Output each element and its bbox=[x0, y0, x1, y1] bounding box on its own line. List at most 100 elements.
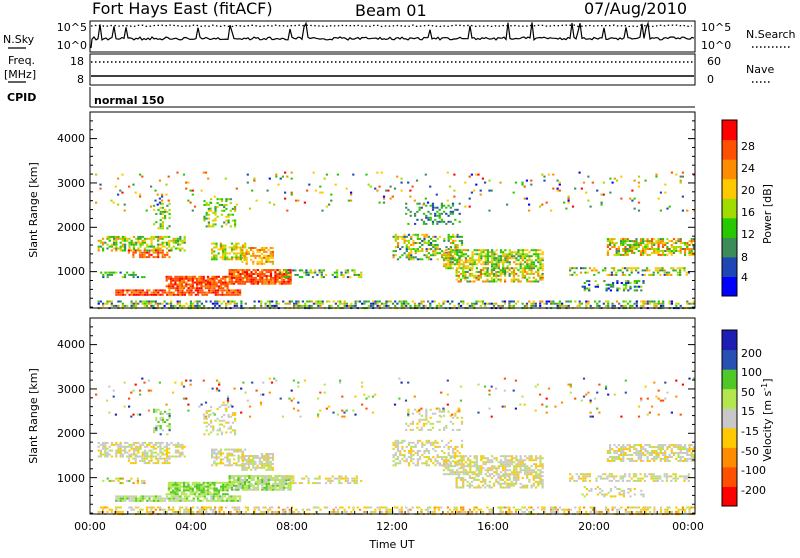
velocity-cell bbox=[625, 511, 627, 513]
velocity-cell bbox=[218, 493, 220, 495]
power-cell bbox=[637, 267, 639, 269]
power-cell bbox=[513, 255, 515, 257]
power-cell bbox=[511, 271, 513, 273]
velocity-cell bbox=[226, 464, 228, 466]
power-cell bbox=[228, 220, 230, 222]
velocity-cell bbox=[117, 507, 119, 509]
power-cell bbox=[218, 280, 220, 282]
velocity-cell bbox=[502, 511, 504, 513]
power-cell bbox=[124, 305, 126, 307]
velocity-cell bbox=[117, 448, 119, 450]
power-cell bbox=[224, 282, 226, 284]
power-cell bbox=[550, 210, 552, 212]
velocity-cell bbox=[227, 486, 229, 488]
power-cell bbox=[169, 203, 171, 205]
power-cell bbox=[261, 261, 263, 263]
power-cell bbox=[215, 294, 217, 296]
velocity-cell bbox=[502, 507, 504, 509]
velocity-cell bbox=[438, 509, 440, 511]
power-cell bbox=[686, 244, 688, 246]
power-cell bbox=[670, 274, 672, 276]
power-cell bbox=[213, 292, 215, 294]
velocity-cell bbox=[215, 449, 217, 451]
velocity-cell bbox=[285, 487, 287, 489]
velocity-cell bbox=[570, 509, 572, 511]
power-cell bbox=[502, 253, 504, 255]
velocity-cell bbox=[196, 484, 198, 486]
velocity-cell bbox=[257, 487, 259, 489]
power-cell bbox=[543, 180, 545, 182]
power-cell bbox=[406, 256, 408, 258]
power-cell bbox=[682, 210, 684, 212]
power-cell bbox=[432, 205, 434, 207]
velocity-cell bbox=[179, 486, 181, 488]
power-cell bbox=[425, 174, 427, 176]
velocity-cell bbox=[441, 450, 443, 452]
velocity-cell bbox=[177, 482, 179, 484]
power-cell bbox=[257, 249, 259, 251]
velocity-cell bbox=[308, 509, 310, 511]
power-cell bbox=[504, 275, 506, 277]
velocity-cell bbox=[283, 475, 285, 477]
power-cell bbox=[266, 271, 268, 273]
velocity-cell bbox=[126, 452, 128, 454]
velocity-cell bbox=[224, 449, 226, 451]
power-cell bbox=[443, 211, 445, 213]
velocity-cell bbox=[381, 507, 383, 509]
power-cell bbox=[569, 269, 571, 271]
velocity-cell bbox=[460, 509, 462, 511]
velocity-cell bbox=[233, 477, 235, 479]
power-cell bbox=[250, 283, 252, 285]
velocity-cell bbox=[410, 452, 412, 454]
power-cell bbox=[170, 305, 172, 307]
power-cell bbox=[443, 221, 445, 223]
velocity-cell bbox=[169, 425, 171, 427]
velocity-cell bbox=[489, 511, 491, 513]
power-cell bbox=[618, 250, 620, 252]
power-cell bbox=[168, 287, 170, 289]
power-cell bbox=[157, 294, 159, 296]
power-cell bbox=[587, 303, 589, 305]
velocity-cell bbox=[198, 484, 200, 486]
power-cell bbox=[419, 209, 421, 211]
velocity-cell bbox=[157, 458, 159, 460]
velocity-cell bbox=[432, 442, 434, 444]
velocity-cell bbox=[583, 507, 585, 509]
velocity-cell bbox=[430, 444, 432, 446]
velocity-cell bbox=[297, 511, 299, 513]
velocity-cell bbox=[419, 456, 421, 458]
velocity-cell bbox=[614, 507, 616, 509]
power-cell bbox=[321, 269, 323, 271]
power-cell bbox=[237, 281, 239, 283]
power-cell bbox=[221, 204, 223, 206]
power-cell bbox=[157, 244, 159, 246]
velocity-cell bbox=[283, 485, 285, 487]
velocity-cell bbox=[206, 426, 208, 428]
velocity-cell bbox=[174, 489, 176, 491]
power-cell bbox=[263, 255, 265, 257]
power-cell bbox=[392, 303, 394, 305]
power-cell bbox=[251, 190, 253, 192]
power-cell bbox=[528, 210, 530, 212]
velocity-cell bbox=[274, 487, 276, 489]
velocity-cell bbox=[272, 477, 274, 479]
power-cell bbox=[522, 253, 524, 255]
velocity-cell bbox=[253, 475, 255, 477]
velocity-cell bbox=[308, 478, 310, 480]
power-cell bbox=[648, 274, 650, 276]
power-cell bbox=[425, 198, 427, 200]
velocity-cell bbox=[401, 509, 403, 511]
velocity-cell bbox=[330, 511, 332, 513]
power-cell bbox=[302, 301, 304, 303]
power-cell bbox=[500, 275, 502, 277]
velocity-cell bbox=[153, 462, 155, 464]
power-cell bbox=[170, 287, 172, 289]
power-cell bbox=[634, 303, 636, 305]
power-cell bbox=[370, 305, 372, 307]
power-cell bbox=[110, 200, 112, 202]
velocity-cell bbox=[241, 457, 243, 459]
power-cell bbox=[350, 305, 352, 307]
velocity-cell bbox=[254, 467, 256, 469]
power-cell bbox=[603, 280, 605, 282]
velocity-cell bbox=[115, 507, 117, 509]
